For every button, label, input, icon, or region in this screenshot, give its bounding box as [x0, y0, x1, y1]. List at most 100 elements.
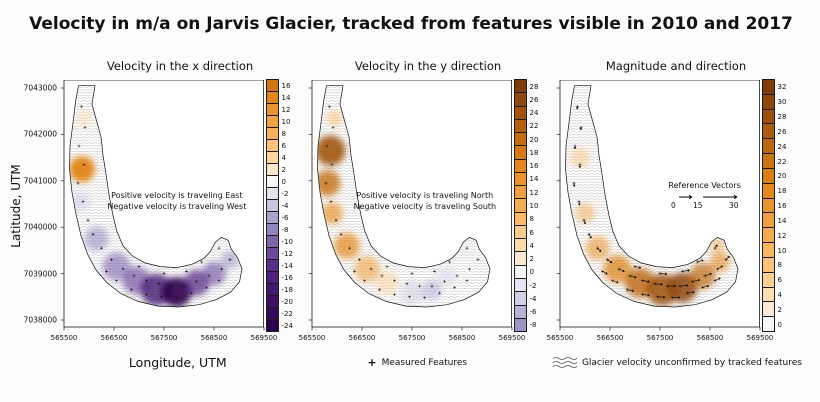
panel-title-magnitude: Magnitude and direction [605, 59, 747, 73]
colorbar-cell: 28 [762, 108, 796, 125]
x-axis-tick-labels: 565500 566500 567500 568500 569500 [299, 332, 526, 345]
glacier-outline [565, 85, 739, 308]
colorbar-cell: -6 [514, 304, 548, 319]
colorbar-cell: 30 [762, 93, 796, 110]
panel-x-velocity: Velocity in the x direction Positive vel… [51, 56, 300, 345]
figure-title: Velocity in m/a on Jarvis Glacier, track… [29, 14, 793, 34]
colorbar-swatch [514, 92, 527, 107]
colorbar-tick-label: 22 [529, 122, 539, 131]
colorbar-swatch [514, 224, 527, 240]
legend-measured-label: Measured Features [381, 357, 468, 368]
colorbar-tick-label: 0 [281, 178, 286, 186]
colorbar-cell: 14 [762, 212, 796, 229]
colorbar-swatch [762, 79, 775, 95]
colorbar-cell: 10 [266, 115, 300, 128]
y-tick-label: 7043000 [23, 83, 57, 93]
measured-features-group [324, 105, 480, 300]
colorbar-cell: 16 [762, 197, 796, 214]
colorbar-swatch [514, 238, 527, 253]
legend-unconfirmed: Glacier velocity unconfirmed by tracked … [539, 356, 814, 369]
colorbar-cell: -4 [514, 291, 548, 306]
magnitude-plot [556, 80, 761, 331]
colorbar-cell: 10 [762, 242, 796, 258]
colorbar-cell: 28 [514, 79, 548, 94]
annotation-line: Negative velocity is traveling South [353, 202, 497, 212]
colorbar-tick-label: 18 [529, 148, 539, 157]
colorbar-tick-label: 24 [777, 142, 787, 151]
colorbar-cell: 0 [762, 316, 796, 333]
colorbar-swatch [762, 93, 775, 110]
colorbar-tick-label: 8 [529, 215, 534, 224]
colorbar-swatch [514, 304, 527, 319]
glacier-hatch-fill [317, 85, 490, 307]
x-axis-tick-labels: 565500 566500 567500 568500 569500 [51, 332, 278, 345]
colorbar-cell: 6 [762, 271, 796, 288]
colorbar-tick-label: 20 [777, 172, 787, 181]
colorbar-tick-label: -22 [281, 310, 293, 318]
x-axis-label: Longitude, UTM [128, 355, 227, 370]
colorbar-swatch [762, 256, 775, 273]
colorbar-swatch [762, 167, 775, 184]
measured-features-group [76, 105, 232, 300]
x-tick-label: 567500 [150, 334, 178, 342]
x-tick-label: 565500 [298, 334, 326, 342]
colorbar-cell: 6 [266, 139, 300, 152]
colorbar-tick-label: -4 [529, 294, 537, 303]
colorbar-tick-label: 28 [529, 82, 539, 91]
colorbar-tick-label: 6 [777, 276, 782, 285]
colorbar-swatch [266, 319, 279, 332]
colorbar-tick-label: -4 [281, 202, 289, 210]
colorbar-swatch [762, 123, 775, 140]
colorbar-tick-label: 12 [529, 188, 539, 197]
x-velocity-colorbar: 16 14 12 10 8 6 4 2 0 -2 -4 -6 -8 -10 -12 -14 -16 -18 -20 -… [266, 79, 300, 332]
y-tick-label: 7039000 [23, 269, 57, 279]
colorbar-tick-label: -6 [281, 214, 289, 222]
reference-vector-arrows-icon: 0 15 30 [671, 194, 738, 210]
colorbar-swatch [514, 264, 527, 279]
colorbar-swatch [514, 211, 527, 226]
reference-vectors-label: Reference Vectors [668, 180, 741, 190]
colorbar-tick-label: 2 [529, 255, 534, 264]
colorbar-tick-label: -8 [529, 321, 537, 330]
colorbar-swatch [514, 277, 527, 293]
colorbar-tick-label: -12 [281, 250, 293, 258]
colorbar-tick-label: 6 [281, 142, 286, 150]
y-tick-label: 7042000 [23, 129, 57, 139]
colorbar-cell: -24 [266, 319, 300, 332]
colorbar-tick-label: 24 [529, 109, 539, 118]
colorbar-tick-label: 0 [529, 268, 534, 277]
colorbar-tick-label: -16 [281, 274, 293, 282]
svg-text:0: 0 [671, 201, 676, 210]
y-tick-label: 7041000 [23, 176, 57, 186]
colorbar-tick-label: 12 [281, 106, 291, 114]
colorbar-cell: -8 [514, 317, 548, 333]
colorbar-tick-label: -24 [281, 322, 293, 330]
colorbar-tick-label: 14 [777, 216, 787, 225]
x-tick-label: 565500 [50, 334, 78, 342]
colorbar-tick-label: 4 [529, 241, 534, 250]
colorbar-tick-label: 12 [777, 231, 787, 240]
panel-y-velocity: Velocity in the y direction Positive vel… [299, 56, 548, 345]
colorbar-swatch [514, 171, 527, 187]
velocity-arrows-group [572, 106, 730, 299]
colorbar-tick-label: 28 [777, 113, 787, 122]
x-tick-label: 568500 [448, 334, 476, 342]
x-tick-label: 569500 [746, 334, 774, 342]
x-velocity-annotation: Positive velocity is traveling East Nega… [93, 191, 261, 213]
colorbar-tick-label: 2 [281, 166, 286, 174]
x-velocity-plot [60, 80, 265, 331]
magnitude-colorbar: 32 30 28 26 24 22 20 18 16 14 12 10 8 6 4 2 0 [762, 79, 796, 333]
x-tick-label: 567500 [646, 334, 674, 342]
x-tick-label: 566500 [100, 334, 128, 342]
colorbar-tick-label: 6 [529, 228, 534, 237]
colorbar-swatch [514, 105, 527, 120]
colorbar-tick-label: 14 [281, 94, 291, 102]
panel-title-x-velocity: Velocity in the x direction [106, 59, 254, 73]
colorbar-swatch [514, 185, 527, 200]
colorbar-cell: -8 [266, 223, 300, 236]
plus-marker-icon: + [367, 356, 377, 369]
x-tick-label: 566500 [596, 334, 624, 342]
colorbar-tick-label: 22 [777, 157, 787, 166]
colorbar-swatch [762, 197, 775, 214]
